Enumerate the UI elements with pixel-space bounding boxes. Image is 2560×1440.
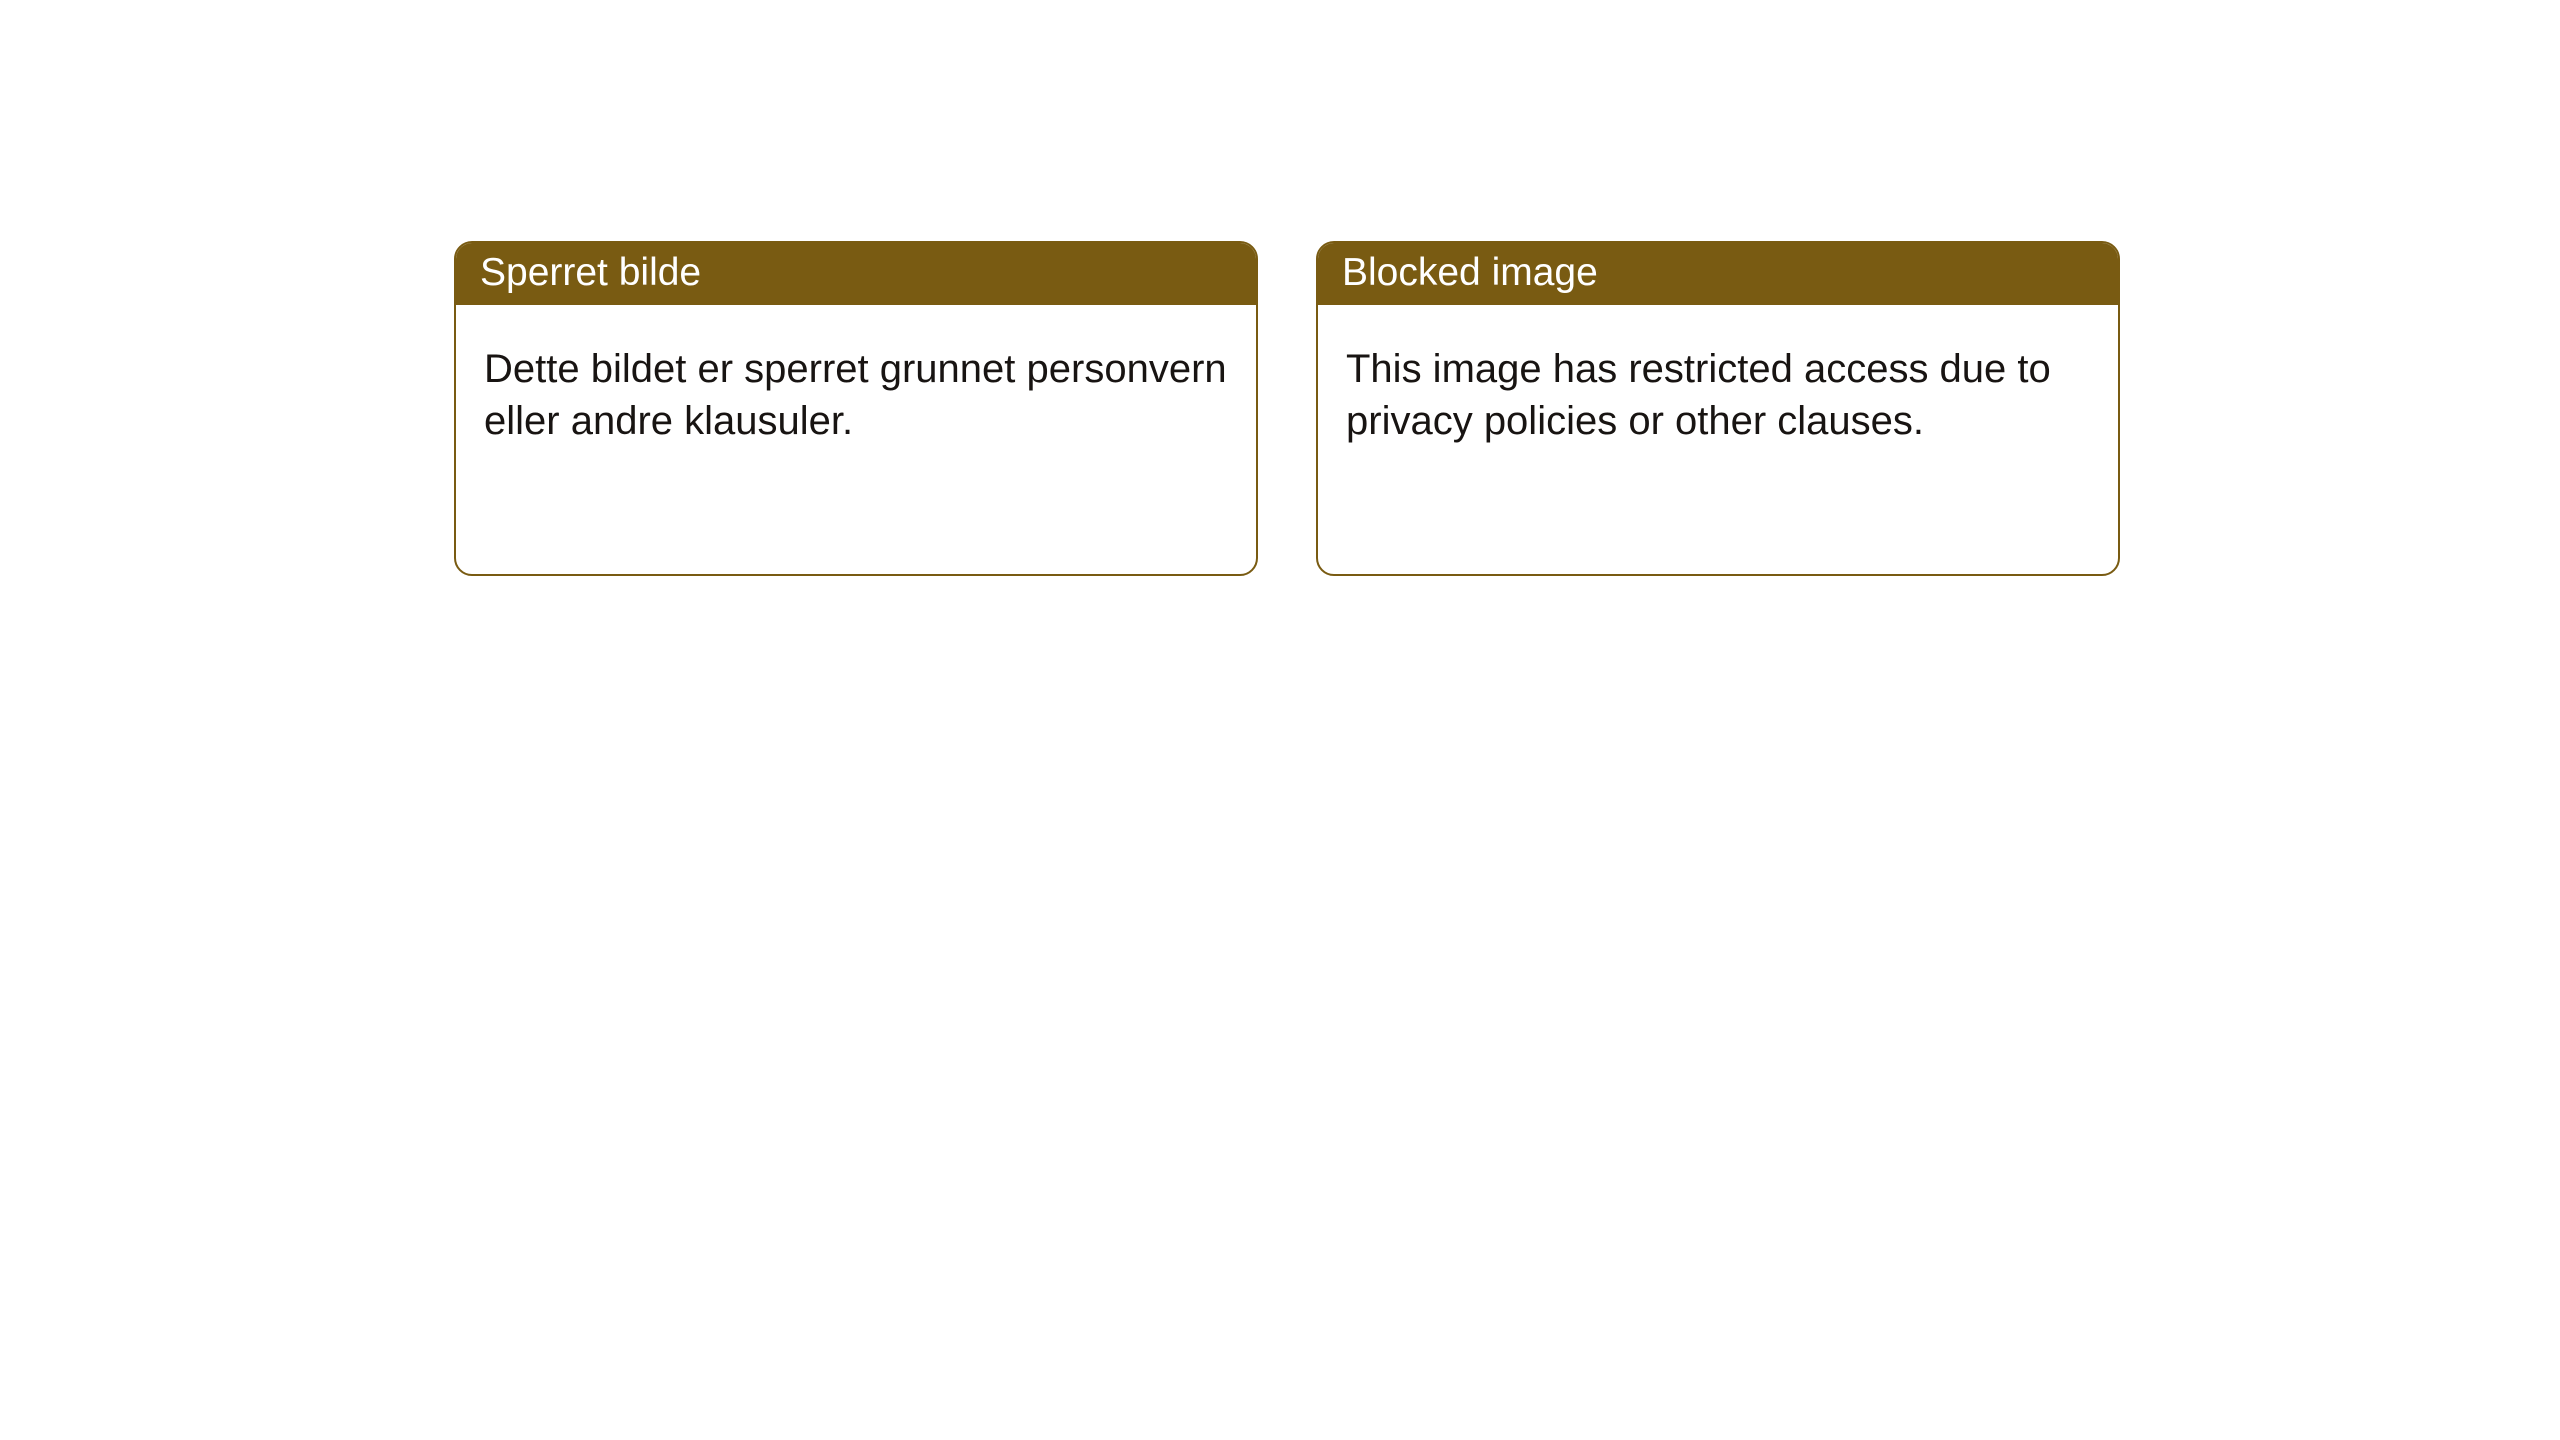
notice-card-norwegian: Sperret bilde Dette bildet er sperret gr… xyxy=(454,241,1258,576)
notice-body: Dette bildet er sperret grunnet personve… xyxy=(456,305,1256,475)
notice-header: Sperret bilde xyxy=(456,243,1256,305)
notice-container: Sperret bilde Dette bildet er sperret gr… xyxy=(0,0,2560,576)
notice-body: This image has restricted access due to … xyxy=(1318,305,2118,475)
notice-card-english: Blocked image This image has restricted … xyxy=(1316,241,2120,576)
notice-header: Blocked image xyxy=(1318,243,2118,305)
